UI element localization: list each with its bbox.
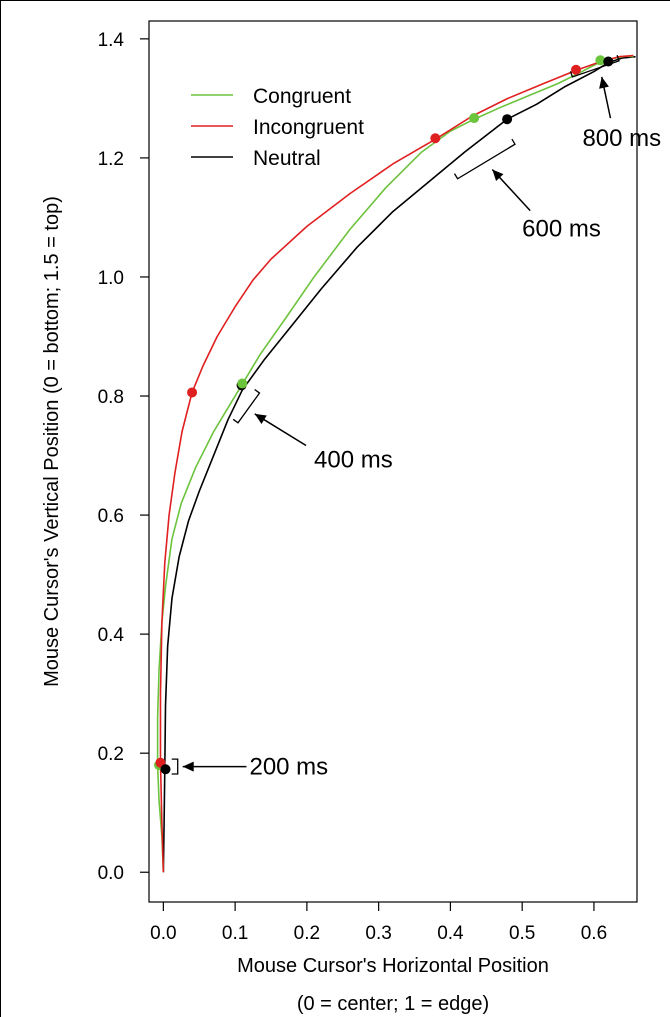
- marker-neutral-8: [502, 114, 513, 125]
- y-tick-label: 0.8: [98, 387, 124, 408]
- marker-incongruent-3: [187, 387, 198, 398]
- y-tick-label: 0.4: [98, 625, 125, 646]
- x-tick-label: 0.0: [150, 923, 176, 944]
- marker-congruent-5: [237, 378, 248, 389]
- legend-label-congruent: Congruent: [253, 85, 351, 108]
- arrow-400ms-head: [254, 413, 267, 424]
- marker-incongruent-9: [571, 64, 581, 75]
- arrow-800ms-head: [599, 76, 609, 89]
- x-axis-subtitle: (0 = center; 1 = edge): [297, 993, 489, 1015]
- marker-congruent-7: [469, 113, 480, 124]
- bracket-200ms: [171, 758, 179, 775]
- y-axis-title: Mouse Cursor's Vertical Position (0 = bo…: [41, 196, 63, 687]
- bracket-800ms: [569, 54, 620, 78]
- y-tick-label: 1.2: [98, 149, 124, 170]
- x-tick-label: 0.2: [294, 923, 320, 944]
- series-line-congruent: [156, 55, 634, 873]
- y-tick-label: 1.4: [98, 30, 125, 51]
- x-tick-label: 0.1: [222, 923, 248, 944]
- y-tick-label: 1.0: [98, 268, 124, 289]
- x-axis-title: Mouse Cursor's Horizontal Position: [237, 955, 549, 977]
- arrow-600ms-head: [492, 169, 504, 181]
- x-tick-label: 0.6: [581, 923, 607, 944]
- marker-congruent-10: [595, 55, 606, 66]
- bracket-600ms: [453, 138, 516, 180]
- x-tick-label: 0.4: [437, 923, 464, 944]
- y-tick-label: 0.6: [98, 506, 124, 527]
- label-400ms: 400 ms: [314, 447, 393, 474]
- plot-box: [148, 20, 638, 903]
- y-tick-label: 0.0: [98, 863, 124, 884]
- series-line-neutral: [162, 55, 636, 873]
- legend-label-neutral: Neutral: [253, 147, 321, 170]
- label-600ms: 600 ms: [522, 216, 601, 243]
- series-line-incongruent: [159, 54, 634, 873]
- marker-neutral-2: [160, 764, 171, 775]
- y-tick-label: 0.2: [98, 744, 124, 765]
- marker-incongruent-6: [430, 133, 441, 144]
- arrow-200ms-head: [182, 761, 194, 772]
- label-800ms: 800 ms: [582, 125, 661, 152]
- label-200ms: 200 ms: [249, 754, 328, 781]
- x-tick-label: 0.5: [509, 923, 535, 944]
- bracket-400ms: [232, 389, 261, 424]
- legend-label-incongruent: Incongruent: [253, 116, 364, 139]
- x-tick-label: 0.3: [365, 923, 391, 944]
